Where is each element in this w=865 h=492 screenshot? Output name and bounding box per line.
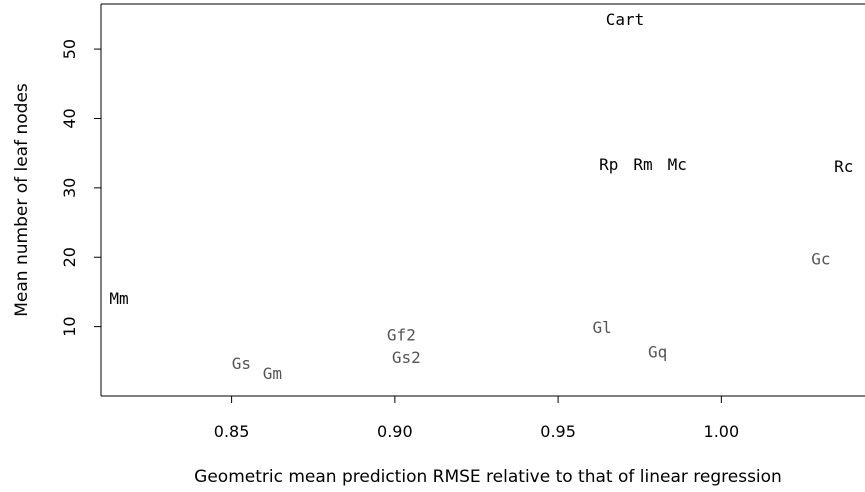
x-axis-title: Geometric mean prediction RMSE relative … <box>194 467 782 487</box>
y-tick-label: 50 <box>60 39 79 59</box>
point-label-gf2: Gf2 <box>387 326 416 345</box>
point-label-gc: Gc <box>811 249 830 268</box>
point-label-rc: Rc <box>834 157 853 176</box>
y-tick-label: 20 <box>60 247 79 267</box>
y-tick-label: 30 <box>60 178 79 198</box>
x-tick-label: 0.85 <box>214 422 250 441</box>
x-tick-label: 0.95 <box>540 422 576 441</box>
point-labels: Cart Rp Rm Mc Rc Gc Mm Gf2 Gs2 Gl Gq Gs Gm <box>109 10 853 383</box>
point-label-gs: Gs <box>232 354 251 373</box>
x-axis: 0.85 0.90 0.95 1.00 <box>214 396 739 441</box>
x-tick-label: 0.90 <box>377 422 413 441</box>
point-label-gs2: Gs2 <box>392 348 421 367</box>
point-label-rm: Rm <box>633 155 652 174</box>
y-axis-title: Mean number of leaf nodes <box>12 83 32 317</box>
point-label-cart: Cart <box>606 10 645 29</box>
point-label-mc: Mc <box>668 155 687 174</box>
y-axis: 10 20 30 40 50 <box>60 39 101 337</box>
point-label-mm: Mm <box>109 289 128 308</box>
point-label-gl: Gl <box>593 318 612 337</box>
y-tick-label: 40 <box>60 108 79 128</box>
point-label-gm: Gm <box>263 364 282 383</box>
plot-area <box>100 3 865 397</box>
x-tick-label: 1.00 <box>704 422 740 441</box>
y-tick-label: 10 <box>60 316 79 336</box>
point-label-rp: Rp <box>599 155 618 174</box>
point-label-gq: Gq <box>648 342 667 361</box>
